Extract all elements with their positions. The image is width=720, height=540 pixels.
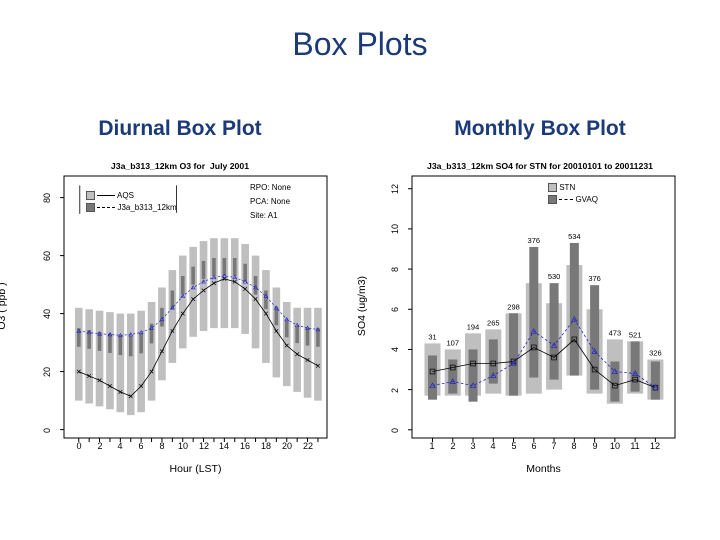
- svg-text:194: 194: [467, 322, 480, 331]
- svg-text:298: 298: [507, 302, 520, 311]
- svg-text:376: 376: [588, 274, 601, 283]
- svg-text:107: 107: [447, 338, 460, 347]
- svg-text:31: 31: [428, 332, 436, 341]
- svg-text:521: 521: [629, 330, 642, 339]
- svg-text:534: 534: [568, 232, 581, 241]
- svg-text:473: 473: [609, 328, 622, 337]
- svg-text:265: 265: [487, 318, 500, 327]
- svg-text:326: 326: [649, 348, 662, 357]
- svg-text:376: 376: [528, 236, 541, 245]
- svg-text:530: 530: [548, 272, 561, 281]
